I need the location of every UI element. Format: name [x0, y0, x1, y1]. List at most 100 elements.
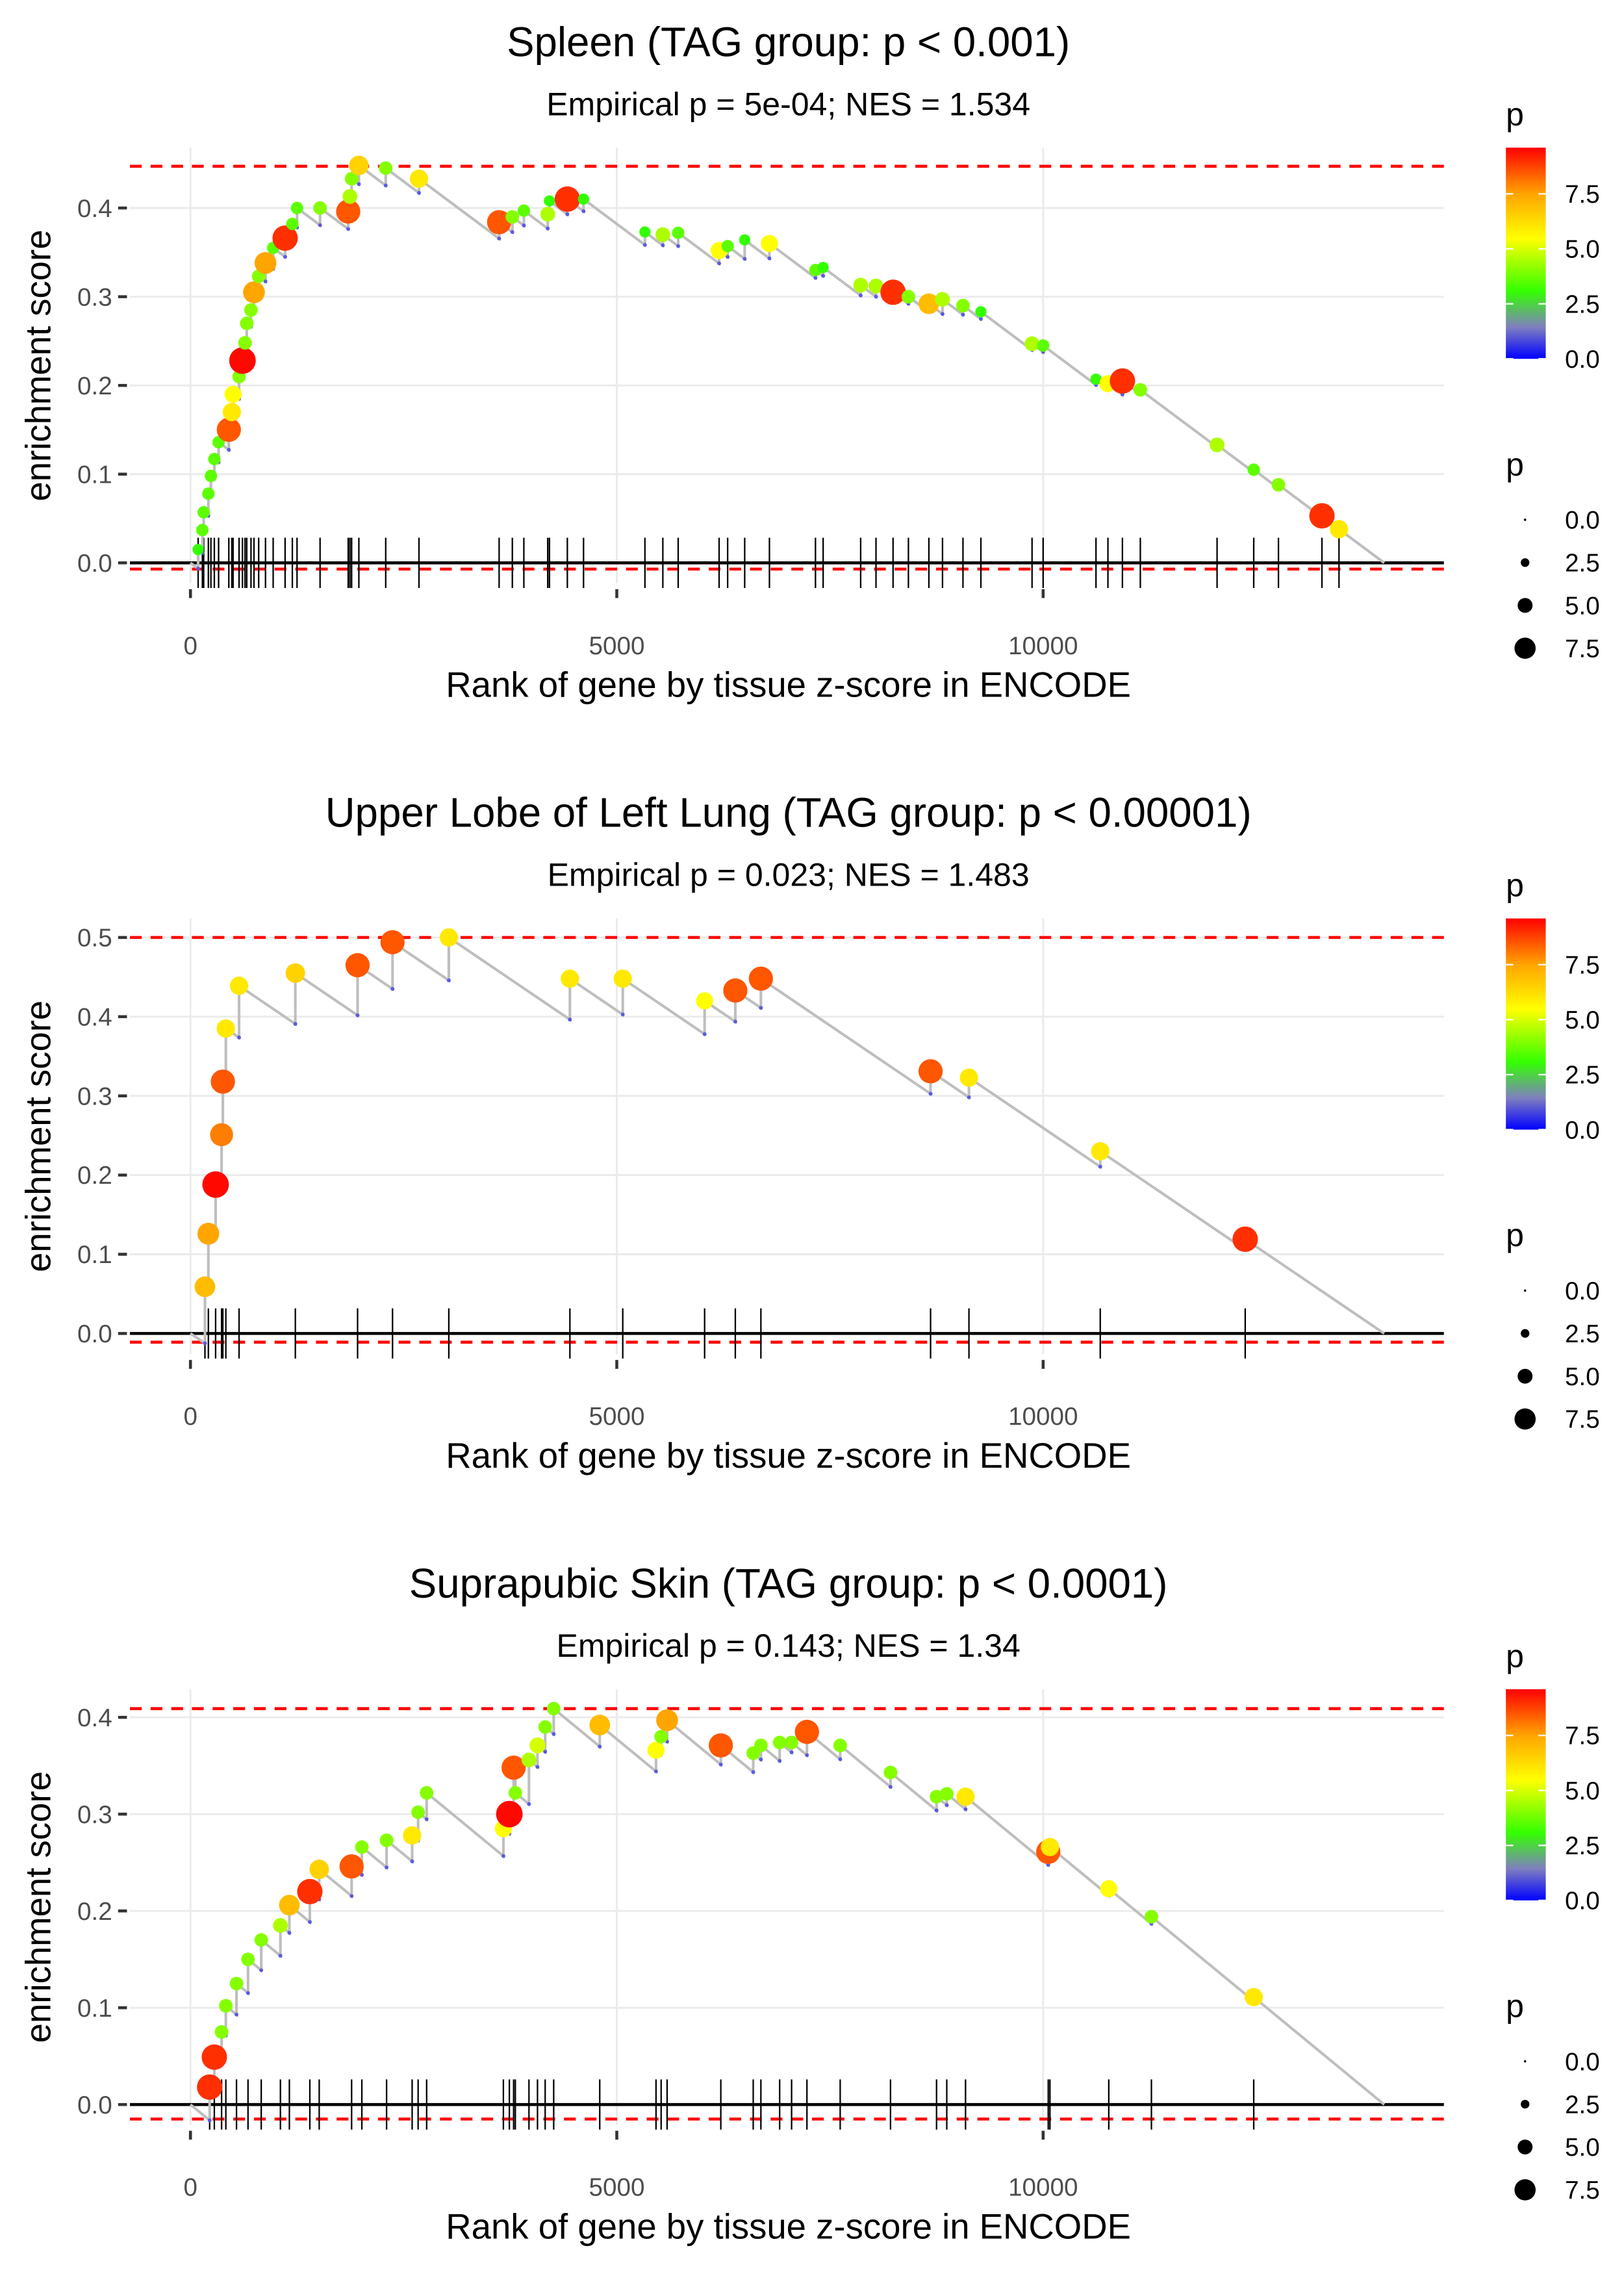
pre-hit-point: [446, 978, 451, 982]
color-legend-label: 0.0: [1565, 1116, 1600, 1144]
size-legend-label: 2.5: [1565, 1320, 1600, 1348]
pre-hit-point: [598, 1744, 602, 1749]
pre-hit-point: [581, 209, 586, 214]
gene-hit-point: [342, 189, 358, 204]
pre-hit-point: [383, 183, 388, 188]
gene-hit-point: [214, 2025, 229, 2039]
gene-hit-point: [202, 487, 215, 500]
pre-hit-point: [259, 1968, 264, 1973]
pre-hit-point: [778, 1759, 782, 1763]
gene-hit-point: [238, 336, 252, 350]
color-legend-label: 0.0: [1565, 1887, 1600, 1915]
pre-hit-point: [568, 1017, 572, 1022]
pre-hit-point: [653, 1769, 658, 1774]
gene-hit-point: [290, 201, 303, 214]
gene-hit-point: [336, 199, 361, 224]
y-tick-label: 0.5: [77, 925, 112, 952]
gene-hit-point: [1024, 336, 1040, 351]
x-tick-label: 0: [183, 2174, 197, 2202]
y-tick-label: 0.4: [77, 1704, 112, 1732]
gene-hit-point: [243, 281, 265, 303]
size-legend-label: 7.5: [1565, 635, 1600, 663]
size-legend-dot: [1517, 2140, 1533, 2155]
color-bar: [1506, 147, 1546, 359]
gene-hit-point: [241, 1952, 255, 1967]
gene-hit-point: [273, 1918, 288, 1933]
y-tick-label: 0.0: [77, 550, 112, 578]
pre-hit-point: [940, 312, 945, 316]
pre-hit-point: [349, 1894, 354, 1898]
gene-hit-point: [521, 1752, 537, 1768]
pre-hit-point: [390, 987, 395, 991]
color-legend-label: 2.5: [1565, 1832, 1600, 1860]
gene-hit-point: [1037, 339, 1050, 352]
size-legend-label: 0.0: [1565, 1277, 1600, 1305]
gene-hit-point: [901, 290, 915, 304]
size-legend-dot: [1521, 558, 1530, 567]
gene-hit-point: [355, 1840, 369, 1854]
pre-hit-point: [661, 243, 665, 248]
color-legend-label: 7.5: [1565, 951, 1600, 979]
gene-hit-point: [639, 226, 651, 238]
color-legend-title: p: [1506, 1638, 1524, 1674]
gene-hit-point: [919, 293, 939, 314]
size-legend-dot: [1514, 2179, 1536, 2201]
y-tick-label: 0.3: [77, 1082, 112, 1110]
gene-hit-point: [853, 277, 869, 293]
gene-hit-point: [956, 298, 970, 313]
gene-hit-point: [589, 1715, 611, 1736]
gene-hit-point: [748, 966, 773, 991]
gene-hit-point: [772, 1735, 787, 1750]
size-legend-dot: [1517, 1368, 1533, 1384]
x-tick-label: 0: [183, 632, 197, 660]
gene-hit-point: [930, 1789, 944, 1804]
color-legend-label: 2.5: [1565, 290, 1600, 318]
y-tick-label: 0.2: [77, 1162, 112, 1190]
pre-hit-point: [552, 1731, 556, 1736]
pre-hit-point: [410, 1859, 414, 1863]
pre-hit-point: [821, 274, 826, 278]
color-legend-title: p: [1506, 96, 1524, 133]
size-legend-label: 0.0: [1565, 507, 1600, 535]
pre-hit-point: [497, 236, 501, 241]
gene-hit-point: [210, 1123, 233, 1147]
gene-hit-point: [439, 928, 459, 947]
pre-hit-point: [726, 255, 730, 259]
gene-hit-point: [309, 1859, 329, 1880]
pre-hit-point: [287, 1930, 292, 1935]
pre-hit-point: [546, 226, 550, 231]
gene-hit-point: [817, 261, 829, 274]
gene-hit-point: [272, 225, 298, 251]
panel-2: Upper Lobe of Left Lung (TAG group: p < …: [18, 790, 1600, 1476]
pre-hit-point: [874, 294, 878, 299]
pre-hit-point: [934, 1808, 939, 1813]
pre-hit-point: [742, 257, 747, 261]
pre-hit-point: [642, 243, 647, 247]
size-legend: p 0.0 2.5 5.0 7.5: [1506, 1988, 1600, 2205]
gene-hit-point: [240, 316, 254, 331]
y-axis-label: enrichment score: [18, 229, 58, 501]
gene-hit-point: [210, 1069, 235, 1094]
gene-hit-point: [935, 292, 950, 307]
pre-hit-point: [961, 313, 965, 317]
x-tick-label: 5000: [589, 2174, 645, 2202]
y-tick-label: 0.1: [77, 461, 112, 489]
gene-hit-point: [192, 544, 204, 556]
size-legend-title: p: [1506, 1217, 1524, 1253]
pre-hit-point: [543, 1750, 548, 1754]
color-legend-label: 2.5: [1565, 1062, 1600, 1090]
gene-hit-point: [1244, 1987, 1263, 2006]
pre-hit-point: [565, 212, 570, 216]
chart-subtitle: Empirical p = 0.023; NES = 1.483: [548, 857, 1030, 893]
size-legend-dot: [1521, 2099, 1530, 2109]
gene-hit-point: [194, 1276, 216, 1297]
pre-hit-point: [207, 2118, 212, 2123]
gene-hit-point: [794, 1719, 819, 1744]
size-legend-dot: [1521, 1329, 1530, 1338]
x-axis-label: Rank of gene by tissue z-score in ENCODE: [446, 1436, 1131, 1476]
gene-hit-point: [561, 969, 579, 988]
gene-hit-point: [229, 1976, 244, 1991]
size-legend-label: 5.0: [1565, 1363, 1600, 1391]
pre-hit-point: [318, 223, 322, 227]
gene-hit-point: [313, 201, 327, 215]
